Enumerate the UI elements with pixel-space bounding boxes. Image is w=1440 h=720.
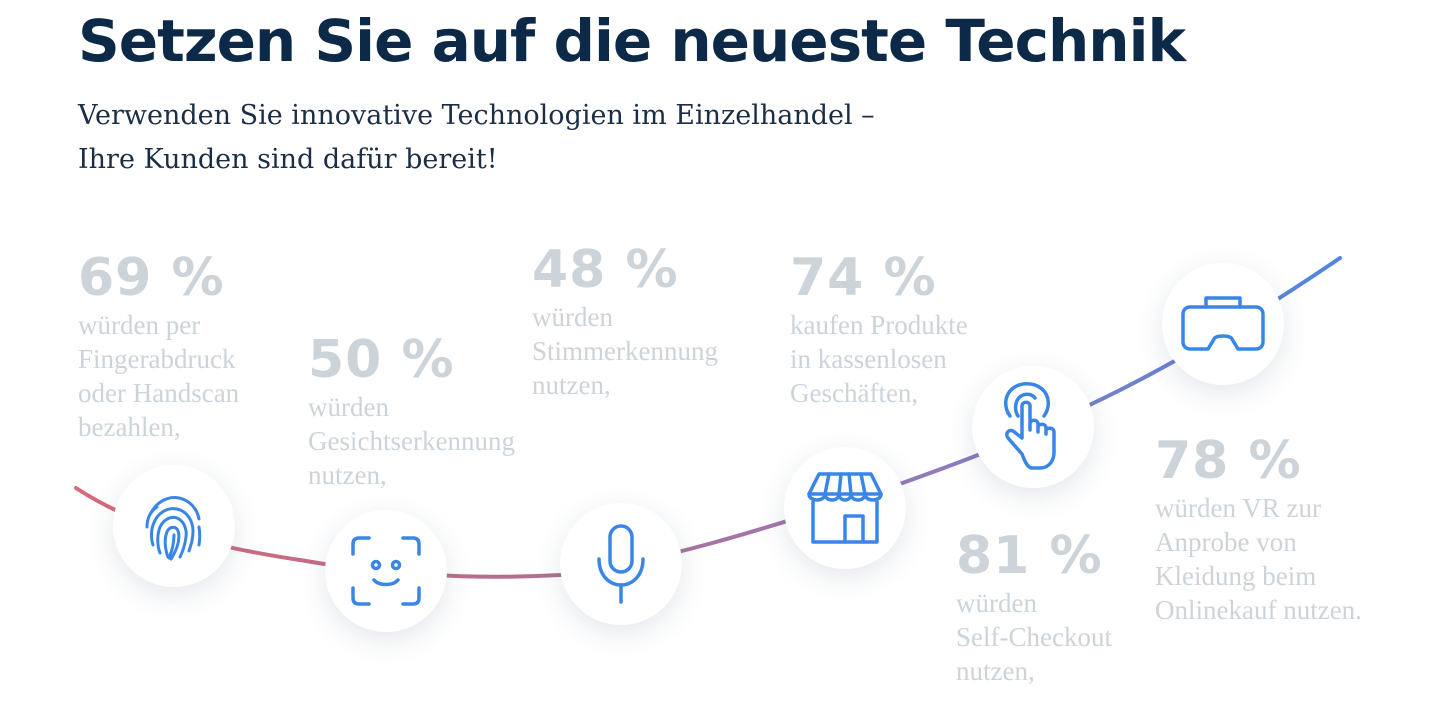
stat-description: würden per Fingerabdruck oder Handscan b…: [78, 308, 239, 444]
microphone-badge: [560, 503, 682, 625]
stat-line: Gesichtserkennung: [308, 426, 515, 456]
stat-value: 48 %: [532, 240, 679, 300]
stat-line: würden VR zur: [1155, 493, 1321, 523]
stat-value: 74 %: [790, 248, 937, 308]
face-scan-badge: [325, 510, 447, 632]
stat-line: würden: [532, 302, 613, 332]
stat-line: Anprobe von: [1155, 527, 1297, 557]
stat-value: 81 %: [956, 526, 1103, 586]
stat-fingerprint: 69 % würden per Fingerabdruck oder Hands…: [78, 250, 239, 444]
subtitle-line: Verwenden Sie innovative Technologien im…: [78, 100, 875, 131]
subtitle-line: Ihre Kunden sind dafür bereit!: [78, 144, 498, 175]
stat-line: kaufen Produkte: [790, 310, 968, 340]
microphone-icon: [597, 524, 645, 604]
stat-description: kaufen Produkte in kassenlosen Geschäfte…: [790, 308, 968, 410]
fingerprint-icon: [145, 496, 202, 561]
stat-line: Geschäften,: [790, 378, 919, 408]
stat-line: nutzen,: [308, 460, 387, 490]
storefront-icon: [807, 472, 883, 544]
vr-headset-badge: [1162, 263, 1284, 385]
stat-line: würden per: [78, 310, 201, 340]
stat-voice-recognition: 48 % würden Stimmerkennung nutzen,: [532, 242, 718, 402]
touch-hand-icon: [1004, 382, 1056, 470]
page-title: Setzen Sie auf die neueste Technik: [78, 7, 1186, 75]
stat-line: in kassenlosen: [790, 344, 947, 374]
stat-value: 78 %: [1155, 431, 1302, 491]
stat-line: nutzen,: [956, 656, 1035, 686]
storefront-badge: [784, 447, 906, 569]
fingerprint-badge: [113, 465, 235, 587]
stat-line: würden: [956, 588, 1037, 618]
stat-line: Self-Checkout: [956, 622, 1112, 652]
stat-description: würden VR zur Anprobe von Kleidung beim …: [1155, 491, 1362, 627]
stat-description: würden Gesichtserkennung nutzen,: [308, 390, 515, 492]
stat-description: würden Stimmerkennung nutzen,: [532, 300, 718, 402]
stat-value: 50 %: [308, 330, 455, 390]
stat-vr-fitting: 78 % würden VR zur Anprobe von Kleidung …: [1155, 433, 1362, 627]
touch-hand-badge: [972, 366, 1094, 488]
face-scan-icon: [351, 536, 421, 606]
stat-self-checkout: 81 % würden Self-Checkout nutzen,: [956, 528, 1112, 688]
stat-description: würden Self-Checkout nutzen,: [956, 586, 1112, 688]
stat-cashierless-stores: 74 % kaufen Produkte in kassenlosen Gesc…: [790, 250, 968, 410]
stat-line: Stimmerkennung: [532, 336, 718, 366]
stat-line: oder Handscan: [78, 378, 240, 408]
stat-line: Fingerabdruck: [78, 344, 236, 374]
stat-face-recognition: 50 % würden Gesichtserkennung nutzen,: [308, 332, 515, 492]
stat-line: bezahlen,: [78, 412, 181, 442]
stat-value: 69 %: [78, 248, 225, 308]
stat-line: Onlinekauf nutzen.: [1155, 595, 1362, 625]
stat-line: würden: [308, 392, 389, 422]
vr-headset-icon: [1181, 296, 1265, 351]
page-subtitle: Verwenden Sie innovative Technologien im…: [78, 94, 978, 182]
stat-line: Kleidung beim: [1155, 561, 1317, 591]
stat-line: nutzen,: [532, 370, 611, 400]
